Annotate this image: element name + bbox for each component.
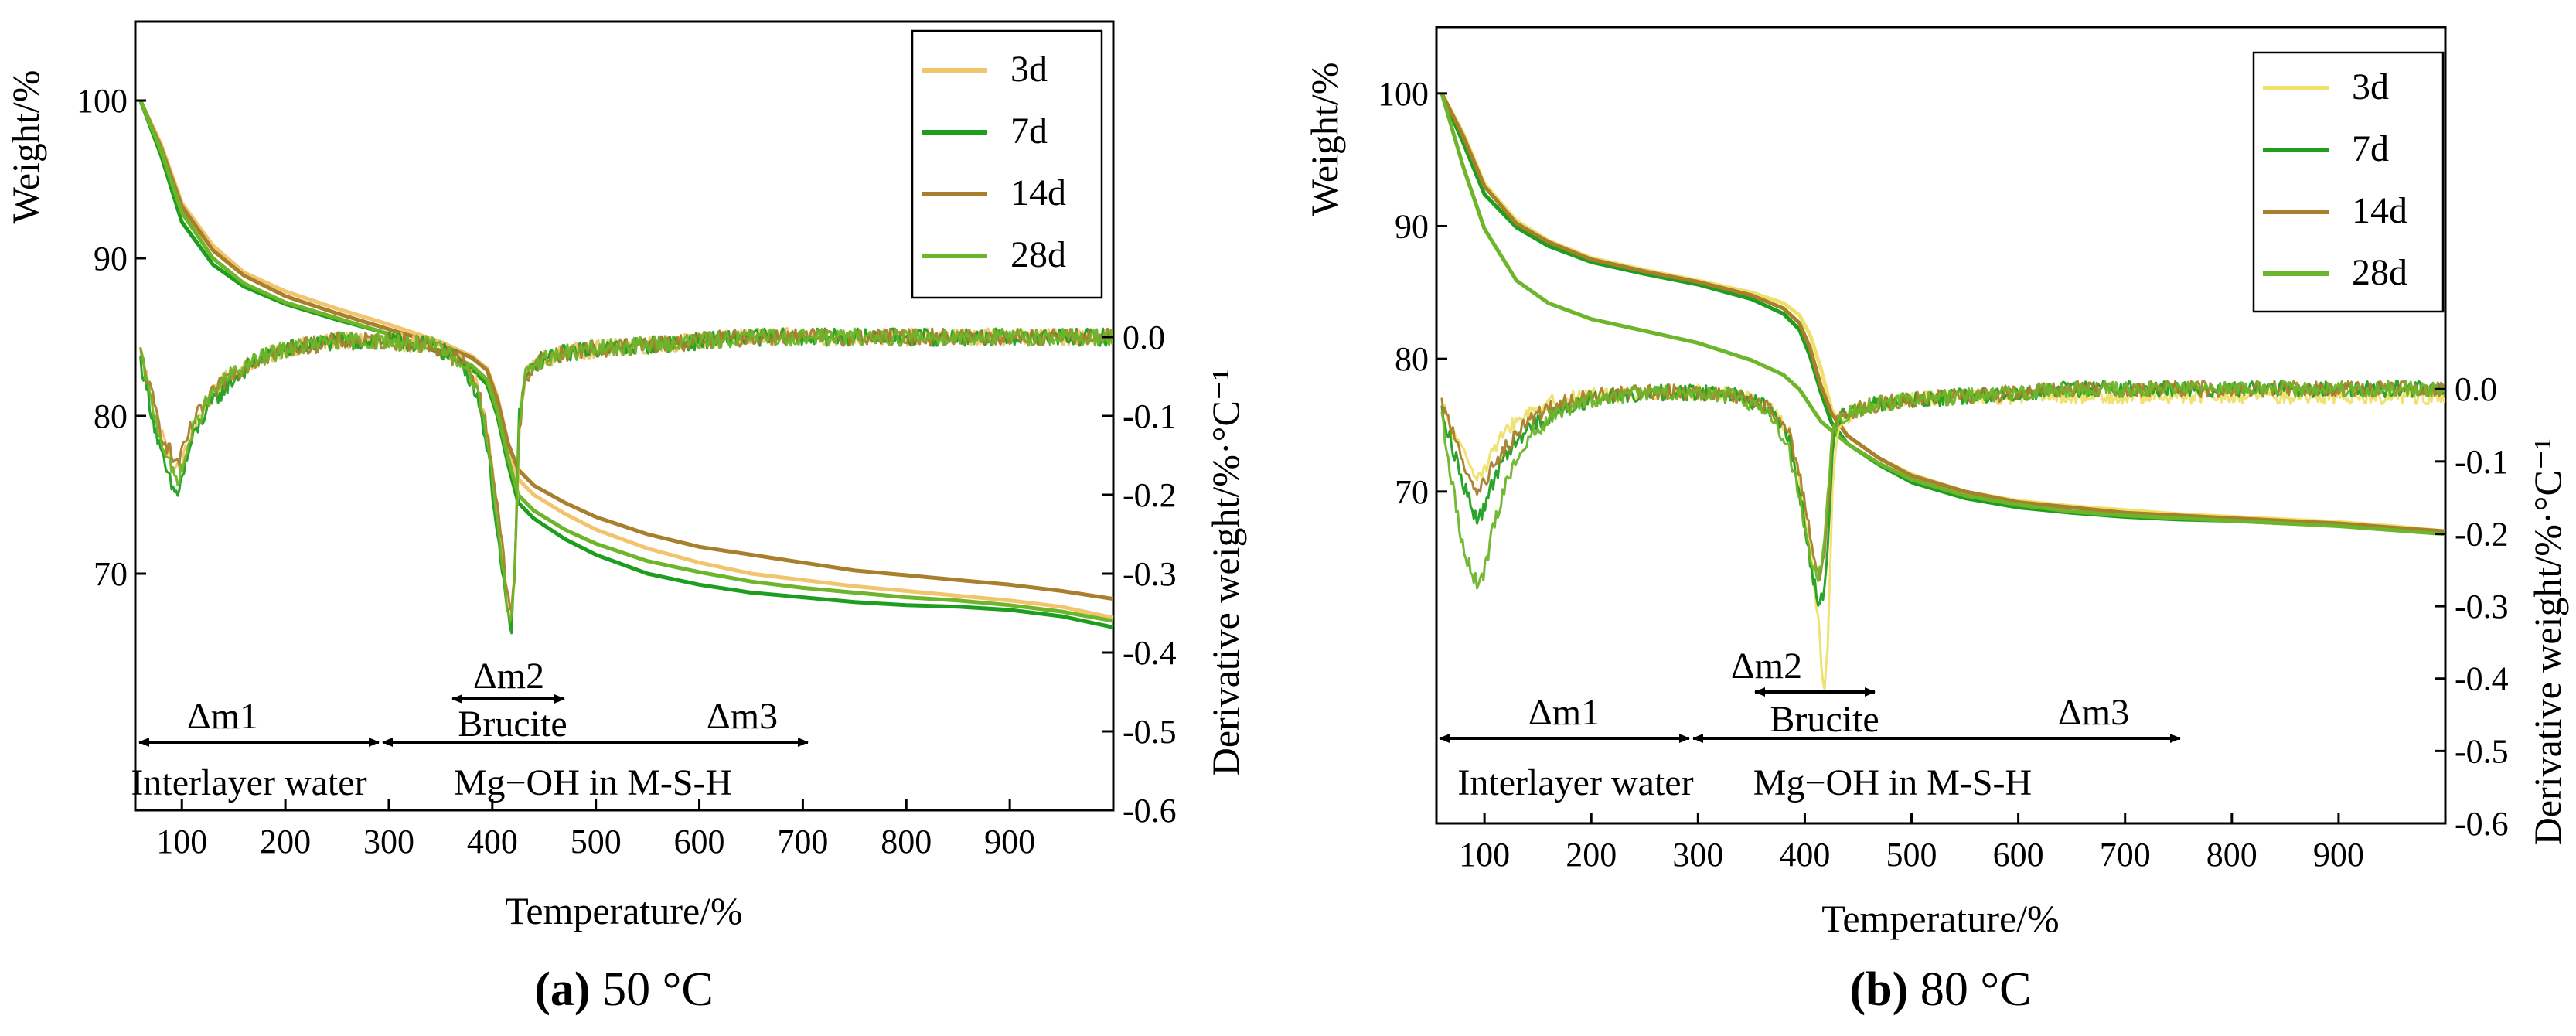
panel-b-caption-text: 80 °C: [1908, 963, 2031, 1016]
dtg-line-3d: [1440, 383, 2446, 691]
panel-b-legend: 3d 7d 14d 28d: [2252, 51, 2445, 313]
dtg-line-28d: [1440, 380, 2445, 590]
y2-tick-label: 0.0: [2455, 370, 2497, 408]
panel-a-mgoh-label: Mg−OH in M-S-H: [454, 762, 732, 803]
panel-a-legend-box: [911, 29, 1103, 299]
y-tick-label: 100: [1378, 75, 1429, 113]
y2-tick-label: -0.1: [2455, 443, 2509, 481]
y-tick-label: 100: [77, 82, 128, 120]
x-tick-label: 500: [1886, 836, 1937, 874]
tga-line-14d: [1440, 92, 2446, 533]
y-tick-label: 80: [1395, 340, 1429, 378]
y2-tick-label: -0.3: [1123, 555, 1177, 593]
panel-b-x-axis-title: Temperature/%: [1821, 897, 2059, 940]
panel-a-caption-text: 50 °C: [591, 963, 714, 1016]
panel-b-legend-box: [2252, 51, 2445, 313]
x-tick-label: 900: [2313, 836, 2364, 874]
legend-label-3d: 3d: [1010, 49, 1048, 90]
x-tick-label: 700: [2100, 836, 2151, 874]
panel-b-y2-axis-title: Derivative weight/%·°C⁻¹: [2526, 438, 2569, 846]
x-tick-label: 200: [260, 823, 311, 860]
legend-label-7d: 7d: [1010, 111, 1048, 152]
x-tick-label: 200: [1566, 836, 1617, 874]
panel-a-x-ticks: 100 200 300 400 500 600 700 800 900: [156, 799, 1035, 860]
dtg-line-3d: [139, 327, 1114, 632]
x-tick-label: 500: [571, 823, 622, 860]
y2-tick-label: -0.3: [2455, 588, 2509, 625]
panel-a-dtg-lines: [139, 327, 1114, 635]
x-tick-label: 600: [1993, 836, 2044, 874]
x-tick-label: 100: [156, 823, 207, 860]
panel-a-y2-ticks: 0.0 -0.1 -0.2 -0.3 -0.4 -0.5 -0.6: [1102, 319, 1177, 830]
legend-label-7d: 7d: [2352, 128, 2389, 169]
dtg-line-14d: [139, 327, 1114, 612]
x-tick-label: 700: [777, 823, 828, 860]
panel-b-frame: [1435, 26, 2447, 825]
panel-a-legend: 3d 7d 14d 28d: [911, 29, 1103, 299]
panel-a-dm2-label: Δm2: [473, 656, 544, 697]
y-tick-label: 80: [94, 397, 128, 435]
legend-label-14d: 14d: [1010, 172, 1066, 213]
panel-b-y-ticks: 70 80 90 100: [1378, 75, 1447, 511]
x-tick-label: 600: [674, 823, 725, 860]
panel-b-y2-ticks: 0.0 -0.1 -0.2 -0.3 -0.4 -0.5 -0.6: [2435, 370, 2509, 843]
panel-a-x-axis-title: Temperature/%: [505, 889, 742, 932]
dtg-line-14d: [1440, 380, 2446, 581]
panel-a: 100 200 300 400 500 600 700 800 900 70 80 90 100 0.…: [4, 20, 1247, 1016]
panel-a-dm3-label: Δm3: [707, 696, 778, 737]
y-tick-label: 70: [1395, 473, 1429, 511]
panel-a-annotations: Δm1 Δm2 Δm3 Brucite Interlayer water Mg−…: [131, 656, 809, 803]
y2-tick-label: -0.5: [1123, 713, 1177, 751]
x-tick-label: 400: [467, 823, 518, 860]
x-tick-label: 300: [363, 823, 414, 860]
y2-tick-label: -0.1: [1123, 397, 1177, 435]
legend-label-28d: 28d: [2352, 252, 2407, 293]
x-tick-label: 100: [1459, 836, 1510, 874]
panel-b-caption: (b) 80 °C: [1850, 963, 2032, 1016]
panel-a-caption-letter: (a): [534, 963, 590, 1016]
panel-a-dm1-label: Δm1: [187, 696, 258, 737]
y-tick-label: 90: [1395, 208, 1429, 246]
legend-label-3d: 3d: [2352, 66, 2389, 107]
panel-b-mgoh-label: Mg−OH in M-S-H: [1753, 762, 2032, 803]
y2-tick-label: 0.0: [1123, 319, 1165, 356]
y-tick-label: 90: [94, 240, 128, 278]
panel-b: 100 200 300 400 500 600 700 800 900 70 80 90 100 0.…: [1303, 26, 2569, 1016]
panel-b-y-axis-title: Weight/%: [1303, 63, 1346, 216]
panel-b-dm2-label: Δm2: [1731, 646, 1802, 687]
panel-b-interlayer-label: Interlayer water: [1457, 762, 1693, 803]
dtg-line-28d: [139, 327, 1114, 623]
y2-tick-label: -0.2: [1123, 476, 1177, 514]
panel-b-dtg-lines: [1440, 380, 2446, 691]
panel-a-y-ticks: 70 80 90 100: [77, 82, 146, 593]
y2-tick-label: -0.4: [1123, 634, 1177, 672]
x-tick-label: 800: [881, 823, 932, 860]
panel-b-annotations: Δm1 Δm2 Δm3 Brucite Interlayer water Mg−…: [1439, 646, 2181, 803]
dtg-line-7d: [139, 327, 1113, 635]
y2-tick-label: -0.4: [2455, 660, 2509, 698]
y-tick-label: 70: [94, 555, 128, 593]
panel-a-caption: (a) 50 °C: [534, 963, 713, 1016]
legend-label-28d: 28d: [1010, 234, 1066, 275]
x-tick-label: 400: [1779, 836, 1830, 874]
panel-b-dm1-label: Δm1: [1528, 692, 1600, 733]
y2-tick-label: -0.5: [2455, 732, 2509, 770]
panel-b-caption-letter: (b): [1850, 963, 1909, 1016]
panel-a-y2-axis-title: Derivative weight/%·°C⁻¹: [1204, 369, 1247, 776]
x-tick-label: 800: [2206, 836, 2257, 874]
y2-tick-label: -0.6: [1123, 792, 1177, 830]
panel-a-y-axis-title: Weight/%: [4, 70, 47, 224]
panel-b-x-ticks: 100 200 300 400 500 600 700 800 900: [1459, 813, 2364, 874]
panel-b-dm3-label: Δm3: [2058, 692, 2129, 733]
y2-tick-label: -0.2: [2455, 515, 2509, 553]
x-tick-label: 900: [984, 823, 1035, 860]
y2-tick-label: -0.6: [2455, 805, 2509, 843]
x-tick-label: 300: [1672, 836, 1723, 874]
legend-label-14d: 14d: [2352, 190, 2407, 231]
panel-b-brucite-label: Brucite: [1770, 699, 1879, 740]
panel-a-brucite-label: Brucite: [458, 704, 567, 745]
panel-a-interlayer-label: Interlayer water: [131, 762, 366, 803]
